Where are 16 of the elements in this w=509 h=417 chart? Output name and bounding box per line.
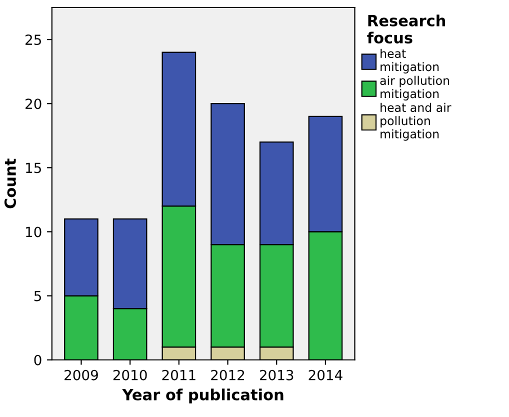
x-tick-label: 2011: [162, 370, 196, 380]
x-tick-label: 2010: [113, 370, 147, 380]
y-tick-label: 10: [26, 226, 42, 238]
y-tick-label: 15: [26, 162, 41, 174]
y-tick-label: 25: [26, 34, 41, 46]
y-tick-label: 5: [34, 290, 41, 302]
y-tick-label: 0: [34, 354, 42, 366]
x-axis-title: Year of publication: [122, 388, 284, 404]
x-tick-label: 2014: [308, 370, 342, 380]
y-tick-label: 20: [26, 98, 42, 110]
x-tick-label: 2013: [260, 370, 294, 380]
y-axis-title: Count: [4, 158, 16, 208]
x-tick-label: 2012: [211, 370, 244, 380]
legend-label: heat and air pollution mitigation: [380, 102, 452, 141]
x-tick-label: 2009: [64, 370, 98, 380]
legend-title: Research focus: [367, 14, 446, 44]
